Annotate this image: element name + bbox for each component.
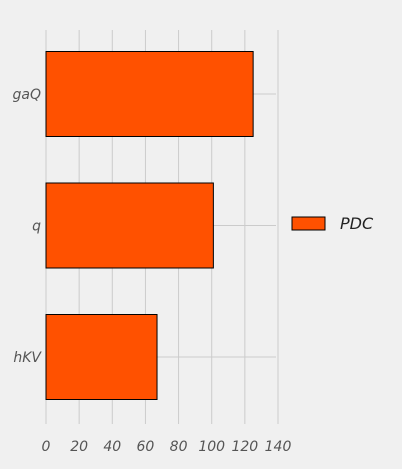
legend-swatch <box>291 216 326 231</box>
x-tick-label: 140 <box>265 439 292 455</box>
bars <box>45 51 254 400</box>
y-tick-label: q <box>32 219 41 235</box>
legend: PDC <box>291 214 374 233</box>
x-tick-label: 40 <box>103 439 121 455</box>
x-tick-label: 60 <box>137 439 155 455</box>
y-tick-labels: gaQ q hKV <box>13 87 43 366</box>
x-tick-label: 80 <box>170 439 188 455</box>
legend-label: PDC <box>340 214 374 233</box>
x-tick-labels: 0 20 40 60 80 100 120 140 <box>42 439 292 455</box>
y-tick-label: hKV <box>13 350 42 366</box>
x-tick-label: 0 <box>42 439 51 455</box>
bar <box>45 182 214 269</box>
bar <box>45 51 254 137</box>
x-tick-label: 100 <box>198 439 225 455</box>
bar <box>45 314 158 400</box>
y-tick-label: gaQ <box>13 87 42 103</box>
x-tick-label: 120 <box>231 439 258 455</box>
x-tick-label: 20 <box>70 439 88 455</box>
